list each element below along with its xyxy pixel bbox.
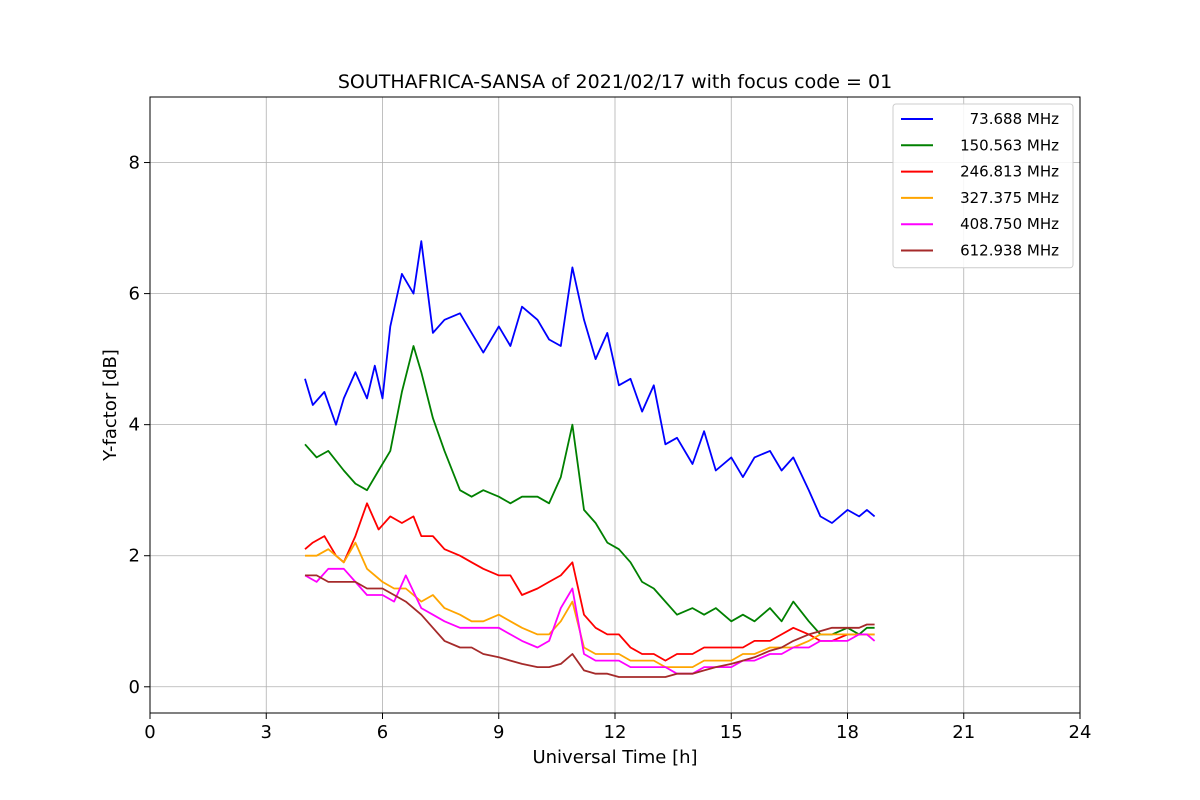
legend-label: 327.375 MHz (960, 189, 1059, 207)
x-tick-label: 15 (720, 722, 743, 743)
y-tick-label: 8 (129, 153, 140, 174)
legend-box (892, 103, 1074, 269)
y-tick-label: 2 (129, 546, 140, 567)
x-tick-label: 18 (836, 722, 859, 743)
series-lines (304, 240, 876, 678)
series-line-3 (304, 502, 875, 662)
x-tick-label: 9 (493, 722, 504, 743)
legend-label: 150.563 MHz (960, 136, 1059, 154)
legend-label: 612.938 MHz (960, 242, 1059, 260)
series-line-1 (304, 240, 876, 524)
legend-label: 408.750 MHz (960, 215, 1059, 233)
x-tick-label: 3 (261, 722, 272, 743)
y-tick-label: 4 (129, 415, 140, 436)
series-line-4 (305, 541, 875, 668)
y-tick-label: 6 (129, 284, 140, 305)
series-line-5 (304, 567, 876, 675)
x-axis: 0 3 6 9 12 15 18 21 24 (144, 713, 1091, 743)
series-line-6 (305, 574, 875, 678)
y-axis: 0 2 4 6 8 (129, 153, 150, 698)
legend: 73.688 MHz 150.563 MHz 246.813 MHz 327.375 … (892, 103, 1074, 269)
series-line-2 (304, 345, 875, 636)
chart-title: SOUTHAFRICA-SANSA of 2021/02/17 with foc… (338, 71, 892, 93)
y-axis-label: Y-factor [dB] (100, 349, 121, 462)
x-tick-label: 21 (952, 722, 975, 743)
x-tick-label: 12 (604, 722, 627, 743)
x-tick-label: 24 (1069, 722, 1092, 743)
legend-label: 73.688 MHz (970, 110, 1059, 128)
x-tick-label: 6 (377, 722, 388, 743)
legend-label: 246.813 MHz (960, 163, 1059, 181)
x-tick-label: 0 (144, 722, 155, 743)
x-axis-label: Universal Time [h] (532, 747, 697, 768)
y-tick-label: 0 (129, 677, 140, 698)
